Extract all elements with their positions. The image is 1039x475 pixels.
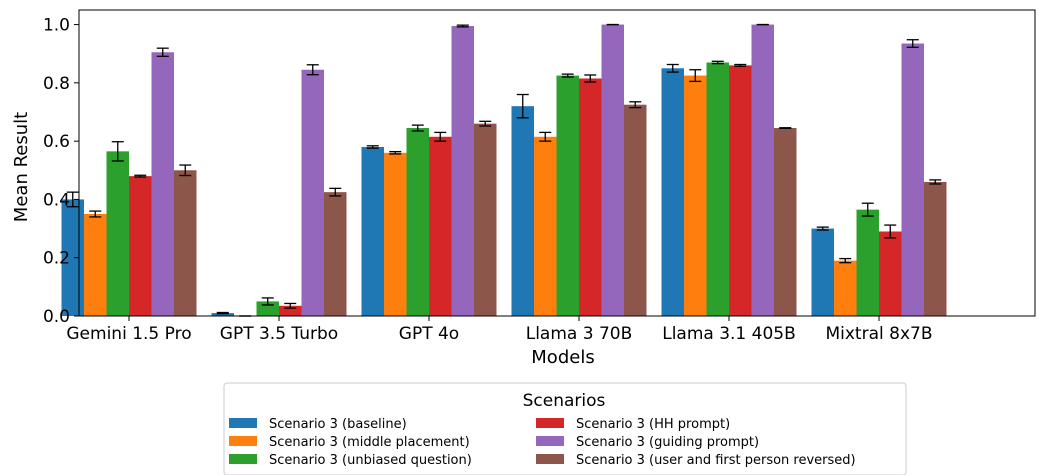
bar [856,209,879,316]
bar [601,24,624,316]
legend-title: Scenarios [523,391,606,411]
y-tick-label: 0.8 [43,74,70,94]
y-tick-label: 0.6 [43,132,70,152]
bar [774,128,797,316]
legend-swatch [229,454,257,464]
legend-swatch [536,436,564,446]
legend-label: Scenario 3 (unbiased question) [269,453,472,468]
legend-label: Scenario 3 (middle placement) [269,435,470,450]
bar [579,78,602,316]
legend-label: Scenario 3 (guiding prompt) [576,435,759,450]
bar [279,305,302,316]
bar [451,26,474,317]
bar [211,313,234,316]
x-axis-label: Models [531,347,594,368]
bar [301,69,324,316]
bar [324,192,347,316]
y-axis-label: Mean Result [11,112,32,222]
bar [129,176,152,316]
bar [751,24,774,316]
legend: Scenarios Scenario 3 (baseline) Scenario … [223,382,907,475]
legend-swatch [536,418,564,428]
legend-swatch [229,418,257,428]
legend-label: Scenario 3 (user and first person revers… [576,453,856,468]
legend-frame [223,382,907,475]
axes-frame [78,9,1036,317]
bar [729,65,752,316]
legend-swatch [536,454,564,464]
legend-swatch [229,436,257,446]
bar [684,75,707,316]
bar [429,136,452,316]
bar [624,104,647,316]
x-tick-label: Llama 3.1 405B [662,324,796,344]
plot-area [61,9,1036,317]
bar [811,228,834,316]
bar [534,136,557,316]
y-tick-label: 0.2 [43,249,70,269]
bar [474,123,497,317]
bar [174,170,197,316]
x-tick-label: Mixtral 8x7B [825,324,932,344]
x-tick-label: Gemini 1.5 Pro [66,324,191,344]
bar [834,260,857,316]
y-axis: 0.0 0.2 0.4 0.6 0.8 1.0 [43,16,79,327]
legend-label: Scenario 3 (baseline) [269,417,407,432]
y-tick-label: 0.4 [43,190,70,210]
bar [361,146,384,316]
bar [61,199,84,316]
legend-label: Scenario 3 (HH prompt) [576,417,730,432]
bar [924,181,947,316]
bar [106,151,129,316]
bar [151,52,174,316]
x-axis: Gemini 1.5 Pro GPT 3.5 Turbo GPT 4o Llama 3… [66,316,933,344]
bar [511,106,534,317]
x-tick-label: GPT 4o [399,324,459,344]
y-tick-label: 1.0 [43,16,70,36]
bar [84,214,107,316]
bar [556,75,579,316]
y-tick-label: 0.0 [43,307,70,327]
bar [406,128,429,316]
bar [384,152,407,316]
bar [706,62,729,317]
bar [661,68,684,317]
x-tick-label: Llama 3 70B [526,324,633,344]
x-tick-label: GPT 3.5 Turbo [220,324,338,344]
bar [879,231,902,316]
bar [901,43,924,317]
